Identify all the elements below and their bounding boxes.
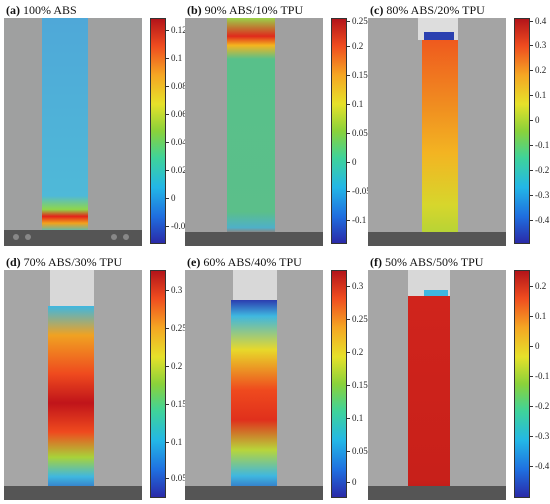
panel-c-label: (c) (370, 3, 384, 17)
panel-c-tick-5: -0.1 (528, 140, 550, 150)
panel-d-title: (d) 70% ABS/30% TPU (6, 255, 122, 270)
panel-f: (f) 50% ABS/50% TPU 0.2 0.1 0 -0.1 -0.2 … (366, 252, 550, 504)
panel-e-tick-1: 0.25 (346, 314, 368, 324)
panel-a-title: (a) 100% ABS (6, 3, 77, 18)
panel-b-tick-1: 0.2 (345, 41, 364, 51)
panel-a-tick-1: 0.1 (164, 53, 183, 63)
panel-c: (c) 80% ABS/20% TPU 0.4 0.3 0.2 0.1 0 -0 (366, 0, 550, 252)
panel-c-tick-6: -0.2 (528, 165, 550, 175)
panel-e-title: (e) 60% ABS/40% TPU (187, 255, 302, 270)
panel-f-tick-0: 0.2 (528, 281, 547, 291)
panel-c-tick-4: 0 (529, 115, 540, 125)
panel-c-tick-3: 0.1 (528, 90, 547, 100)
panel-f-photo (368, 270, 506, 500)
panel-e-tick-3: 0.15 (346, 380, 368, 390)
panel-e-tick-2: 0.2 (345, 347, 364, 357)
panel-a-tick-5: 0.02 (165, 165, 187, 175)
panel-f-tick-5: -0.3 (528, 431, 550, 441)
panel-a-tick-7: -0.02 (165, 221, 190, 231)
panel-b: (b) 90% ABS/10% TPU 0.25 0.2 (183, 0, 371, 252)
panel-f-tick-4: -0.2 (528, 401, 550, 411)
panel-b-tick-0: 0.25 (346, 16, 368, 26)
panel-b-tick-4: 0.05 (346, 128, 368, 138)
panel-f-tick-3: -0.1 (528, 371, 550, 381)
panel-b-tick-7: -0.1 (345, 215, 367, 225)
panel-e-tick-6: 0 (346, 477, 357, 487)
panel-b-label: (b) (187, 3, 202, 17)
panel-c-title: (c) 80% ABS/20% TPU (370, 3, 485, 18)
panel-c-tick-2: 0.2 (528, 65, 547, 75)
panel-f-tick-6: -0.4 (528, 461, 550, 471)
panel-e-label: (e) (187, 255, 201, 269)
panel-b-caption: 90% ABS/10% TPU (204, 3, 304, 17)
panel-d-tick-1: 0.25 (165, 323, 187, 333)
panel-d-photo (4, 270, 142, 500)
panel-a-tick-3: 0.06 (165, 109, 187, 119)
panel-e-colorbar (331, 270, 347, 498)
panel-a: (a) 100% ABS 0.12 0.1 0. (0, 0, 190, 252)
panel-f-tick-2: 0 (529, 341, 540, 351)
panel-a-colorbar (150, 18, 166, 244)
panel-d: (d) 70% ABS/30% TPU 0.3 (0, 252, 187, 504)
panel-d-tick-5: 0.05 (165, 473, 187, 483)
panel-a-label: (a) (6, 3, 20, 17)
panel-d-tick-2: 0.2 (164, 361, 183, 371)
panel-d-tick-4: 0.1 (164, 437, 183, 447)
panel-e-tick-5: 0.05 (346, 446, 368, 456)
panel-d-colorbar (150, 270, 166, 498)
panel-e-tick-0: 0.3 (345, 281, 364, 291)
panel-a-caption: 100% ABS (23, 3, 77, 17)
panel-f-colorbar (514, 270, 530, 498)
panel-e: (e) 60% ABS/40% TPU 0.3 (183, 252, 368, 504)
panel-e-caption: 60% ABS/40% TPU (203, 255, 302, 269)
panel-c-tick-1: 0.3 (528, 40, 547, 50)
panel-d-label: (d) (6, 255, 21, 269)
panel-a-tick-6: 0 (165, 193, 176, 203)
panel-f-title: (f) 50% ABS/50% TPU (370, 255, 483, 270)
panel-b-tick-2: 0.15 (346, 70, 368, 80)
panel-a-tick-4: 0.04 (165, 137, 187, 147)
panel-b-tick-6: -0.05 (346, 186, 371, 196)
panel-b-colorbar (331, 18, 347, 244)
panel-c-tick-0: 0.4 (528, 16, 547, 26)
panel-a-tick-0: 0.12 (165, 25, 187, 35)
panel-a-photo (4, 18, 142, 246)
panel-f-label: (f) (370, 255, 382, 269)
panel-e-tick-4: 0.1 (345, 413, 364, 423)
panel-b-tick-3: 0.1 (345, 99, 364, 109)
panel-d-tick-3: 0.15 (165, 399, 187, 409)
panel-c-colorbar (514, 18, 530, 244)
panel-a-tick-2: 0.08 (165, 81, 187, 91)
panel-b-title: (b) 90% ABS/10% TPU (187, 3, 303, 18)
panel-e-photo (185, 270, 323, 500)
panel-f-tick-1: 0.1 (528, 311, 547, 321)
panel-c-photo (368, 18, 506, 246)
panel-c-caption: 80% ABS/20% TPU (386, 3, 485, 17)
panel-c-tick-7: -0.3 (528, 190, 550, 200)
panel-f-caption: 50% ABS/50% TPU (385, 255, 484, 269)
panel-b-photo (185, 18, 323, 246)
panel-c-tick-8: -0.4 (528, 215, 550, 225)
panel-d-tick-0: 0.3 (164, 285, 183, 295)
panel-d-caption: 70% ABS/30% TPU (23, 255, 123, 269)
panel-b-tick-5: 0 (346, 157, 357, 167)
